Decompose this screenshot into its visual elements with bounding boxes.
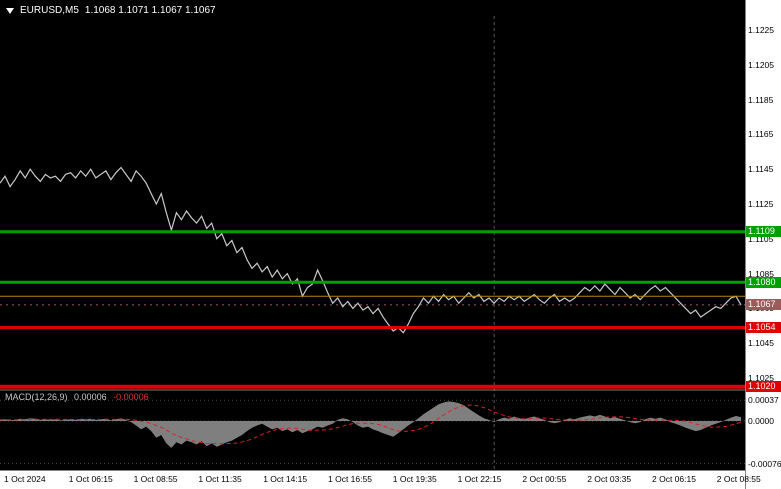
time-tick-label: 2 Oct 00:55 bbox=[522, 474, 567, 484]
price-tick-label: 1.1125 bbox=[748, 199, 774, 209]
time-tick-label: 1 Oct 22:15 bbox=[457, 474, 502, 484]
price-tick-label: 1.1225 bbox=[748, 25, 774, 35]
time-tick-label: 1 Oct 2024 bbox=[4, 474, 46, 484]
symbol-timeframe: EURUSD,M5 bbox=[20, 5, 79, 16]
chart-area[interactable]: EURUSD,M5 1.1068 1.1071 1.1067 1.1067 MA… bbox=[0, 0, 745, 470]
level-price-label: 1.1067 bbox=[746, 299, 781, 311]
macd-signal-line bbox=[0, 404, 742, 445]
time-tick-label: 1 Oct 11:35 bbox=[198, 474, 242, 484]
chart-header: EURUSD,M5 1.1068 1.1071 1.1067 1.1067 bbox=[6, 5, 216, 16]
time-tick-label: 1 Oct 19:35 bbox=[392, 474, 437, 484]
price-axis: 1.1225 1.1205 1.1185 1.1165 1.1145 1.1125 1.11… bbox=[745, 0, 781, 489]
price-line bbox=[0, 166, 742, 334]
price-tick-label: 1.1025 bbox=[748, 373, 774, 383]
price-tick-label: 0.0000 bbox=[748, 416, 774, 426]
price-tick-label: 1.1085 bbox=[748, 268, 774, 279]
price-tick-label: -0.00076 bbox=[748, 458, 781, 469]
level-price-label: 1.1054 bbox=[746, 322, 781, 334]
time-tick-label: 2 Oct 06:15 bbox=[652, 474, 696, 484]
time-tick-label: 2 Oct 08:55 bbox=[716, 474, 761, 484]
price-tick-label: 0.00037 bbox=[748, 395, 779, 406]
level-price-label: 1.1109 bbox=[746, 226, 781, 238]
price-tick-label: 1.1185 bbox=[748, 94, 774, 105]
chart-marker-icon bbox=[6, 7, 14, 14]
price-tick-label: 1.1105 bbox=[748, 233, 774, 244]
price-tick-label: 1.1145 bbox=[748, 164, 774, 175]
price-chart-canvas[interactable] bbox=[0, 0, 745, 470]
price-tick-label: 1.1205 bbox=[748, 59, 774, 70]
time-tick-label: 2 Oct 03:35 bbox=[587, 474, 632, 484]
time-axis: 1 Oct 2024 1 Oct 06:15 1 Oct 08:55 1 Oct 11… bbox=[0, 470, 761, 489]
time-tick-label: 1 Oct 14:15 bbox=[263, 474, 308, 484]
macd-histogram bbox=[0, 401, 741, 448]
macd-main-value: 0.00006 bbox=[74, 392, 107, 402]
price-tick-label: 1.1045 bbox=[748, 338, 774, 349]
time-tick-label: 1 Oct 16:55 bbox=[328, 474, 372, 484]
price-tick-label: 1.1165 bbox=[748, 129, 774, 140]
macd-signal-value: -0.00006 bbox=[113, 392, 149, 402]
ohlc-values: 1.1068 1.1071 1.1067 1.1067 bbox=[84, 5, 216, 16]
macd-name: MACD(12,26,9) bbox=[5, 392, 68, 402]
time-tick-label: 1 Oct 06:15 bbox=[68, 474, 113, 484]
time-tick-label: 1 Oct 08:55 bbox=[133, 474, 178, 484]
level-price-label: 1.1080 bbox=[746, 276, 781, 288]
level-price-label: 1.1020 bbox=[746, 381, 781, 393]
macd-indicator-label: MACD(12,26,9) 0.00006 -0.00006 bbox=[5, 392, 149, 402]
